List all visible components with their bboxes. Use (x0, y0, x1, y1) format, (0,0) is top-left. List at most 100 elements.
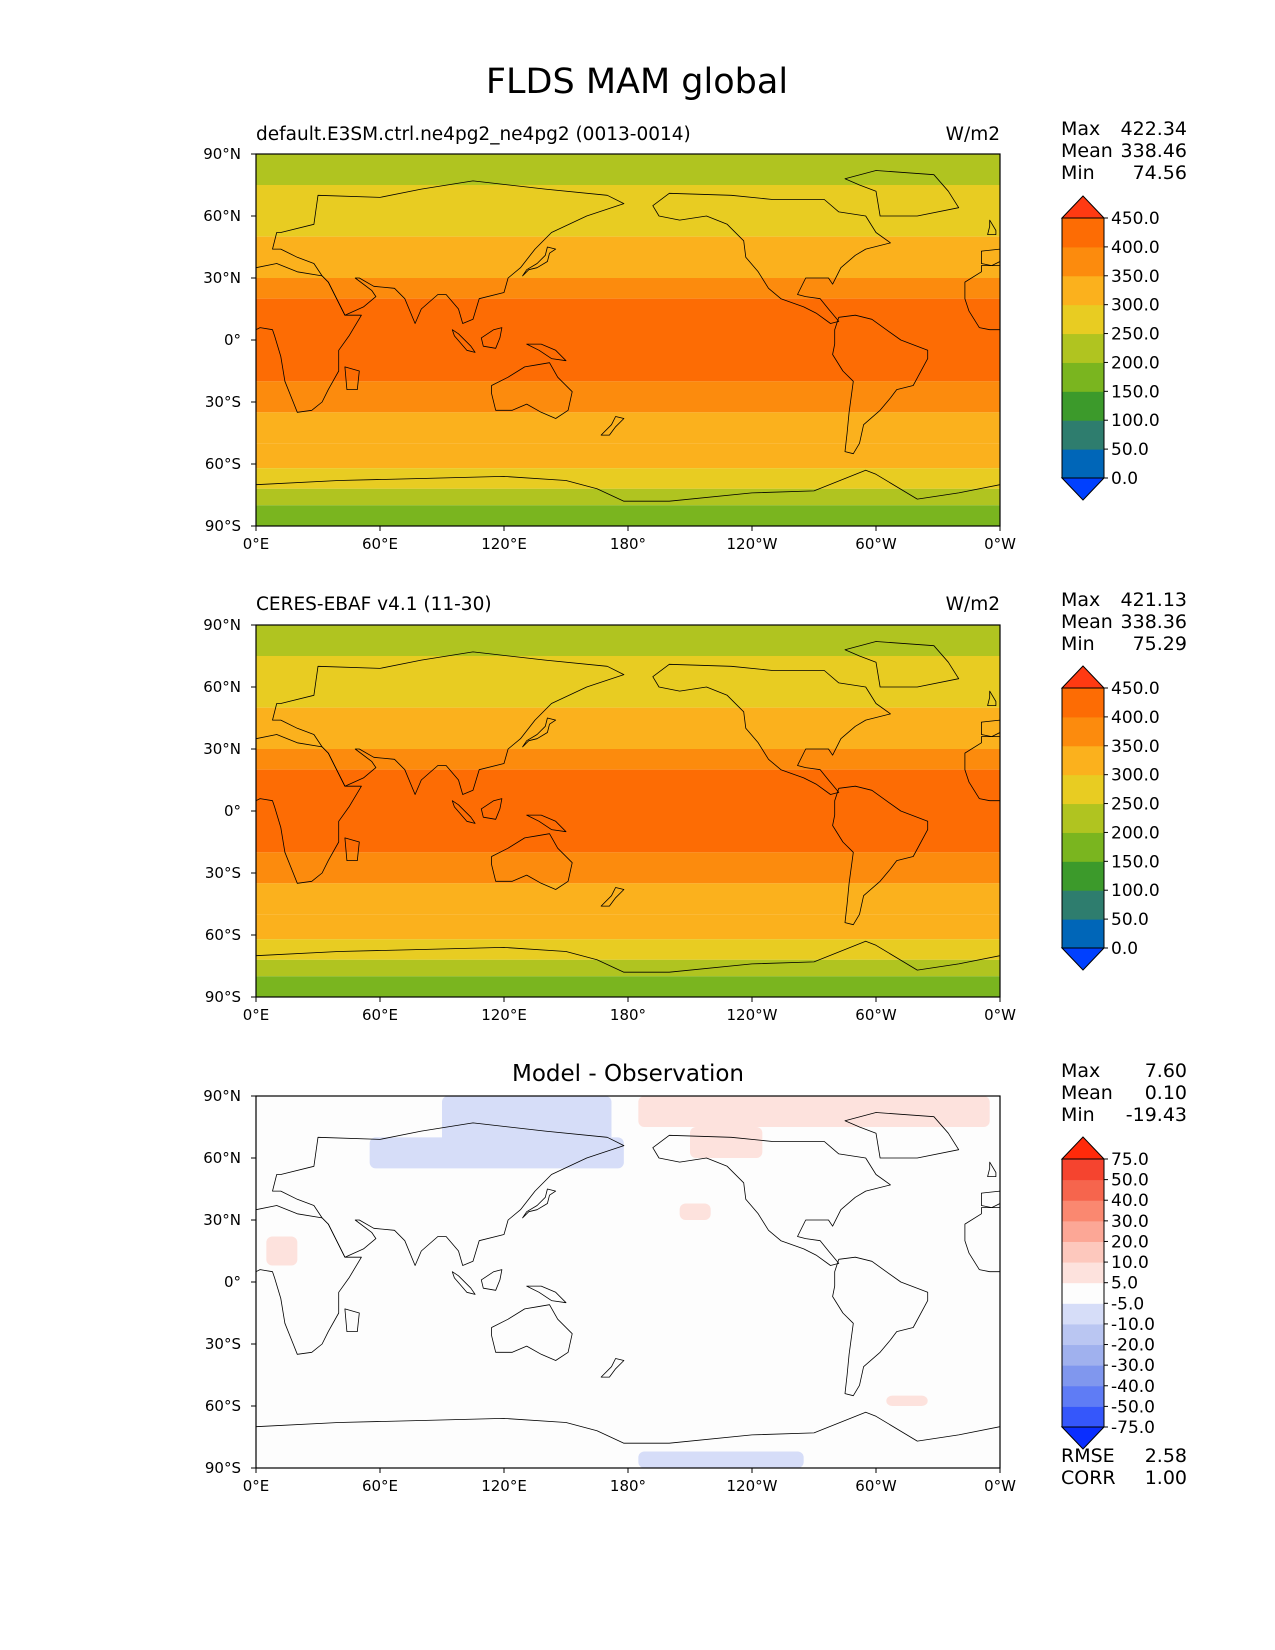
colorbar-label: 100.0 (1111, 881, 1160, 901)
y-tick-label: 60°N (203, 207, 241, 225)
panel-model: default.E3SM.ctrl.ne4pg2_ne4pg2 (0013-00… (203, 118, 1187, 553)
coastline (526, 814, 567, 833)
x-tick-label: 0°W (984, 1006, 1016, 1024)
coastline (600, 887, 625, 907)
colorbar: 450.0 400.0 350.0 300.0 250.0 200.0 150.0 100.0… (1060, 665, 1160, 971)
colorbar-label: -50.0 (1111, 1397, 1155, 1417)
panel-title-left: CERES-EBAF v4.1 (11-30) (256, 594, 492, 615)
colorbar-extend-min (1060, 947, 1106, 971)
contour-band (256, 236, 1000, 278)
x-tick-label: 180° (610, 1006, 646, 1024)
colorbar-segment (1062, 919, 1104, 949)
x-tick-label: 120°E (481, 535, 527, 553)
colorbar-segment (1062, 688, 1104, 718)
colorbar-segment (1062, 1323, 1104, 1346)
coastline (256, 263, 362, 413)
x-tick-label: 0°E (243, 1006, 270, 1024)
stat-value: 422.34 (1121, 118, 1187, 140)
contour-band (256, 625, 1000, 656)
panel-observation: CERES-EBAF v4.1 (11-30) W/m2 0°E 60°E 120°… (203, 589, 1187, 1024)
colorbar-segment (1062, 275, 1104, 306)
colorbar-segment (1062, 1365, 1104, 1387)
coastline (480, 327, 503, 349)
contour-band (256, 443, 1000, 469)
colorbar-label: 150.0 (1111, 852, 1160, 872)
coastline (652, 192, 891, 324)
stats-block: Max 7.60 Mean 0.10 Min -19.43 (1061, 1060, 1187, 1126)
stat-value: 421.13 (1121, 589, 1187, 611)
coastline (451, 800, 476, 824)
colorbar-segment (1062, 1220, 1104, 1242)
y-tick-label: 90°S (205, 1459, 241, 1477)
x-tick-label: 120°E (481, 1006, 527, 1024)
colorbar-label: 450.0 (1111, 679, 1160, 699)
anomaly-patch (369, 1137, 624, 1169)
anomaly-patch (690, 1127, 763, 1158)
colorbar-segment (1062, 1385, 1104, 1407)
y-tick-label: 90°N (203, 1087, 241, 1105)
colorbar: 75.050.040.030.020.010.05.0-5.0-10.0-20.… (1060, 1136, 1155, 1450)
stat-label: Mean (1061, 140, 1113, 162)
colorbar-label: 0.0 (1111, 469, 1138, 489)
colorbar-label: 50.0 (1111, 440, 1149, 460)
x-tick-label: 0°W (984, 1477, 1016, 1495)
colorbar-extend-max (1060, 195, 1106, 219)
coastline (987, 690, 997, 706)
anomaly-patch (266, 1236, 298, 1266)
colorbar-label: 450.0 (1111, 209, 1160, 229)
colorbar-frame (1061, 217, 1105, 479)
panel-title-center: Model - Observation (512, 1061, 744, 1087)
stat-value: 338.36 (1121, 611, 1187, 633)
stat-label: Max (1061, 118, 1100, 140)
stat-label: Min (1061, 633, 1095, 655)
panel-difference: Model - Observation 0°E 60°E 120°E 180° 120°… (203, 1060, 1187, 1495)
colorbar-extend-max (1060, 665, 1106, 689)
colorbar-label: 300.0 (1111, 766, 1160, 786)
coastline (600, 416, 625, 436)
contour-band (256, 749, 1000, 770)
coastline (344, 366, 360, 391)
colorbar-segment (1062, 745, 1104, 776)
colorbar-label: 200.0 (1111, 353, 1160, 373)
coastline (491, 833, 573, 890)
colorbar-label: 10.0 (1111, 1253, 1149, 1273)
colorbar-label: -40.0 (1111, 1377, 1155, 1397)
contour-band (256, 707, 1000, 749)
stat-label: Mean (1061, 1082, 1113, 1104)
colorbar-segment (1062, 1200, 1104, 1222)
contour-band (256, 468, 1000, 489)
colorbar-segment (1062, 1344, 1104, 1366)
colorbar-label: -20.0 (1111, 1336, 1155, 1356)
y-tick-label: 60°S (205, 455, 241, 473)
y-tick-label: 30°S (205, 1335, 241, 1353)
stat-label: Min (1061, 162, 1095, 184)
x-tick-label: 120°W (727, 1006, 778, 1024)
y-tick-label: 30°N (203, 1211, 241, 1229)
colorbar-segment (1062, 803, 1104, 833)
colorbar-segment (1062, 716, 1104, 747)
coastline (832, 314, 929, 455)
coastline (526, 343, 567, 362)
y-tick-label: 30°S (205, 393, 241, 411)
coastline (832, 785, 929, 926)
error-stats: RMSE 2.58 CORR 1.00 (1061, 1445, 1187, 1489)
coastline (256, 734, 362, 884)
stat-value: 1.00 (1145, 1467, 1187, 1489)
contour-band (256, 1096, 1000, 1468)
colorbar-label: 250.0 (1111, 795, 1160, 815)
map-area (255, 153, 1001, 527)
x-tick-label: 120°W (727, 535, 778, 553)
stat-value: 7.60 (1145, 1060, 1187, 1082)
y-tick-label: 60°N (203, 1149, 241, 1167)
colorbar-segment (1062, 1241, 1104, 1263)
coastline (526, 1285, 567, 1304)
colorbar-segment (1062, 1262, 1104, 1284)
coastline (451, 329, 476, 353)
x-tick-label: 180° (610, 535, 646, 553)
coastline (522, 1188, 557, 1219)
coastline (451, 1271, 476, 1295)
y-tick-label: 30°N (203, 740, 241, 758)
y-tick-label: 60°N (203, 678, 241, 696)
coastline (981, 248, 1000, 267)
